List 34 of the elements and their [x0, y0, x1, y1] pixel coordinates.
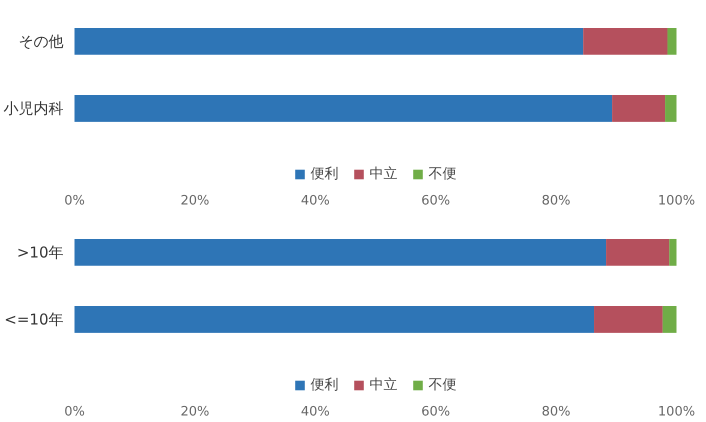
x-tick-label: 40% [300, 194, 330, 208]
legend-label: 中立 [370, 376, 398, 394]
x-tick-label: 60% [421, 404, 450, 420]
y-tick-label: >10年 [16, 243, 64, 262]
bar [74, 306, 594, 333]
legend-label: 中立 [370, 165, 398, 183]
x-tick-label: 0% [64, 194, 85, 208]
x-tick-label: 40% [300, 404, 330, 420]
bar [606, 238, 670, 266]
x-tick-label: 80% [542, 194, 571, 208]
legend-label: 不便 [428, 165, 456, 183]
bar [662, 306, 676, 333]
bar [583, 28, 668, 55]
y-tick-label: <=10年 [4, 310, 64, 328]
legend-label: 不便 [428, 376, 456, 394]
x-tick-label: 0% [64, 404, 85, 420]
bar [667, 28, 676, 55]
x-tick-label: 100% [658, 404, 696, 420]
x-tick-label: 60% [421, 194, 450, 208]
y-tick-label: 小児内科 [4, 99, 64, 118]
legend-label: 便利 [310, 376, 338, 394]
bar [74, 95, 612, 122]
bar [665, 95, 676, 122]
y-tick-label: その他 [18, 32, 64, 50]
x-tick-label: 100% [658, 194, 696, 208]
x-tick-label: 20% [180, 404, 210, 420]
x-tick-label: 80% [542, 404, 571, 420]
x-tick-label: 20% [180, 194, 210, 208]
bar [612, 95, 666, 122]
bar [74, 28, 584, 55]
bar [74, 238, 606, 266]
bar [594, 306, 663, 333]
legend-label: 便利 [310, 165, 338, 183]
bar [669, 238, 676, 266]
